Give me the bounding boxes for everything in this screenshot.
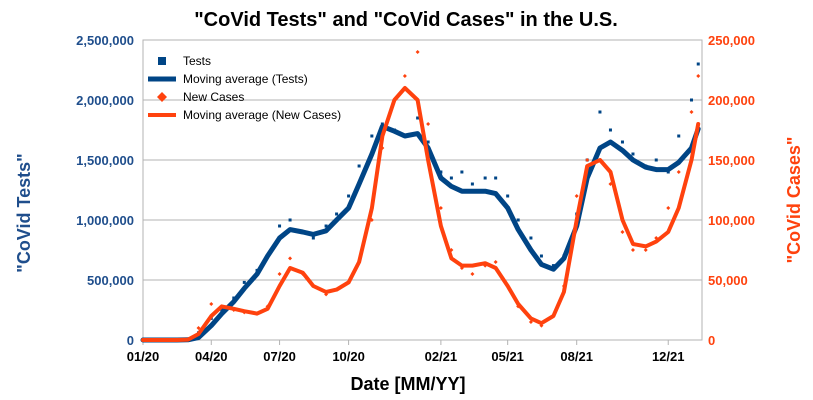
y-right-tick-label: 0 [708, 333, 715, 348]
point-tests [529, 236, 533, 240]
y-right-tick-label: 200,000 [708, 93, 755, 108]
point-tests [288, 218, 292, 222]
y-left-tick-label: 0 [127, 333, 134, 348]
right-axis-ticks: 0 50,000 100,000 150,000 200,000 250,000 [708, 33, 755, 348]
point-tests [357, 164, 361, 168]
point-new-cases [630, 248, 635, 252]
x-tick-label: 10/20 [332, 349, 365, 364]
point-tests [608, 128, 612, 132]
y-right-tick-label: 250,000 [708, 33, 755, 48]
y-axis-right-title: "CoVid Cases" [784, 137, 804, 264]
x-tick-label: 08/21 [560, 349, 593, 364]
point-tests [483, 176, 487, 180]
point-new-cases [402, 74, 407, 78]
point-new-cases [676, 170, 681, 174]
point-tests [324, 224, 328, 228]
point-tests [689, 98, 693, 102]
point-new-cases [277, 272, 282, 276]
point-new-cases [438, 206, 443, 210]
legend-label-tests: Tests [183, 54, 211, 68]
x-tick-label: 02/21 [425, 349, 458, 364]
legend-label-moving-average-new-cases: Moving average (New Cases) [183, 108, 341, 122]
x-tick-label: 05/21 [491, 349, 524, 364]
x-axis-ticks: 01/20 04/20 07/20 10/20 02/21 05/21 08/21 12/21 [127, 340, 685, 364]
chart-title: "CoVid Tests" and "CoVid Cases" in the U… [194, 9, 618, 31]
x-axis-title: Date [MM/YY] [350, 374, 465, 394]
left-axis-ticks: 0 500,000 1,000,000 1,500,000 2,000,000 2,500… [76, 33, 134, 348]
y-axis-left-title: "CoVid Tests" [14, 153, 34, 272]
point-new-cases [209, 302, 214, 306]
point-new-cases [666, 206, 671, 210]
legend-swatch-tests [158, 57, 166, 65]
point-new-cases [470, 272, 475, 276]
point-tests [220, 308, 224, 312]
point-tests [620, 140, 624, 144]
point-tests [335, 212, 339, 216]
point-new-cases [689, 110, 694, 114]
plot-frame [142, 39, 703, 341]
y-left-tick-label: 500,000 [87, 273, 134, 288]
legend-label-new-cases: New Cases [183, 90, 244, 104]
point-tests [370, 134, 374, 138]
point-tests [278, 224, 282, 228]
point-new-cases [196, 326, 201, 330]
point-tests [677, 134, 681, 138]
point-tests [311, 236, 315, 240]
point-tests [506, 194, 510, 198]
legend: Tests Moving average (Tests) New Cases Movi… [148, 54, 341, 122]
legend-label-moving-average-tests: Moving average (Tests) [183, 72, 308, 86]
point-new-cases [696, 74, 701, 78]
point-tests [470, 182, 474, 186]
point-new-cases [574, 194, 579, 198]
point-tests [460, 170, 464, 174]
x-tick-label: 07/20 [263, 349, 296, 364]
series-line-moving-average-new-cases [141, 86, 701, 342]
x-tick-label: 12/21 [652, 349, 685, 364]
legend-swatch-new-cases [157, 92, 167, 102]
y-left-tick-label: 1,500,000 [76, 153, 134, 168]
point-new-cases [426, 122, 431, 126]
point-new-cases [493, 260, 498, 264]
point-new-cases [288, 256, 293, 261]
y-left-tick-label: 2,000,000 [76, 93, 134, 108]
y-left-tick-label: 1,000,000 [76, 213, 134, 228]
point-tests [494, 176, 498, 180]
point-tests [631, 152, 635, 156]
y-right-tick-label: 150,000 [708, 153, 755, 168]
point-new-cases [643, 248, 648, 252]
y-left-tick-label: 2,500,000 [76, 33, 134, 48]
point-new-cases [585, 158, 590, 162]
y-right-tick-label: 50,000 [708, 273, 748, 288]
point-tests [516, 218, 520, 222]
point-tests [242, 280, 246, 284]
point-new-cases [620, 230, 625, 234]
point-tests [696, 62, 700, 66]
point-tests [426, 140, 430, 144]
chart-marks [140, 50, 701, 343]
point-tests [449, 176, 453, 180]
point-tests [598, 110, 602, 114]
y-right-tick-label: 100,000 [708, 213, 755, 228]
point-tests [539, 254, 543, 258]
point-new-cases [415, 50, 420, 54]
point-tests [654, 158, 658, 162]
x-tick-label: 01/20 [127, 349, 160, 364]
point-tests [347, 194, 351, 198]
x-tick-label: 04/20 [195, 349, 228, 364]
point-tests [416, 116, 420, 120]
